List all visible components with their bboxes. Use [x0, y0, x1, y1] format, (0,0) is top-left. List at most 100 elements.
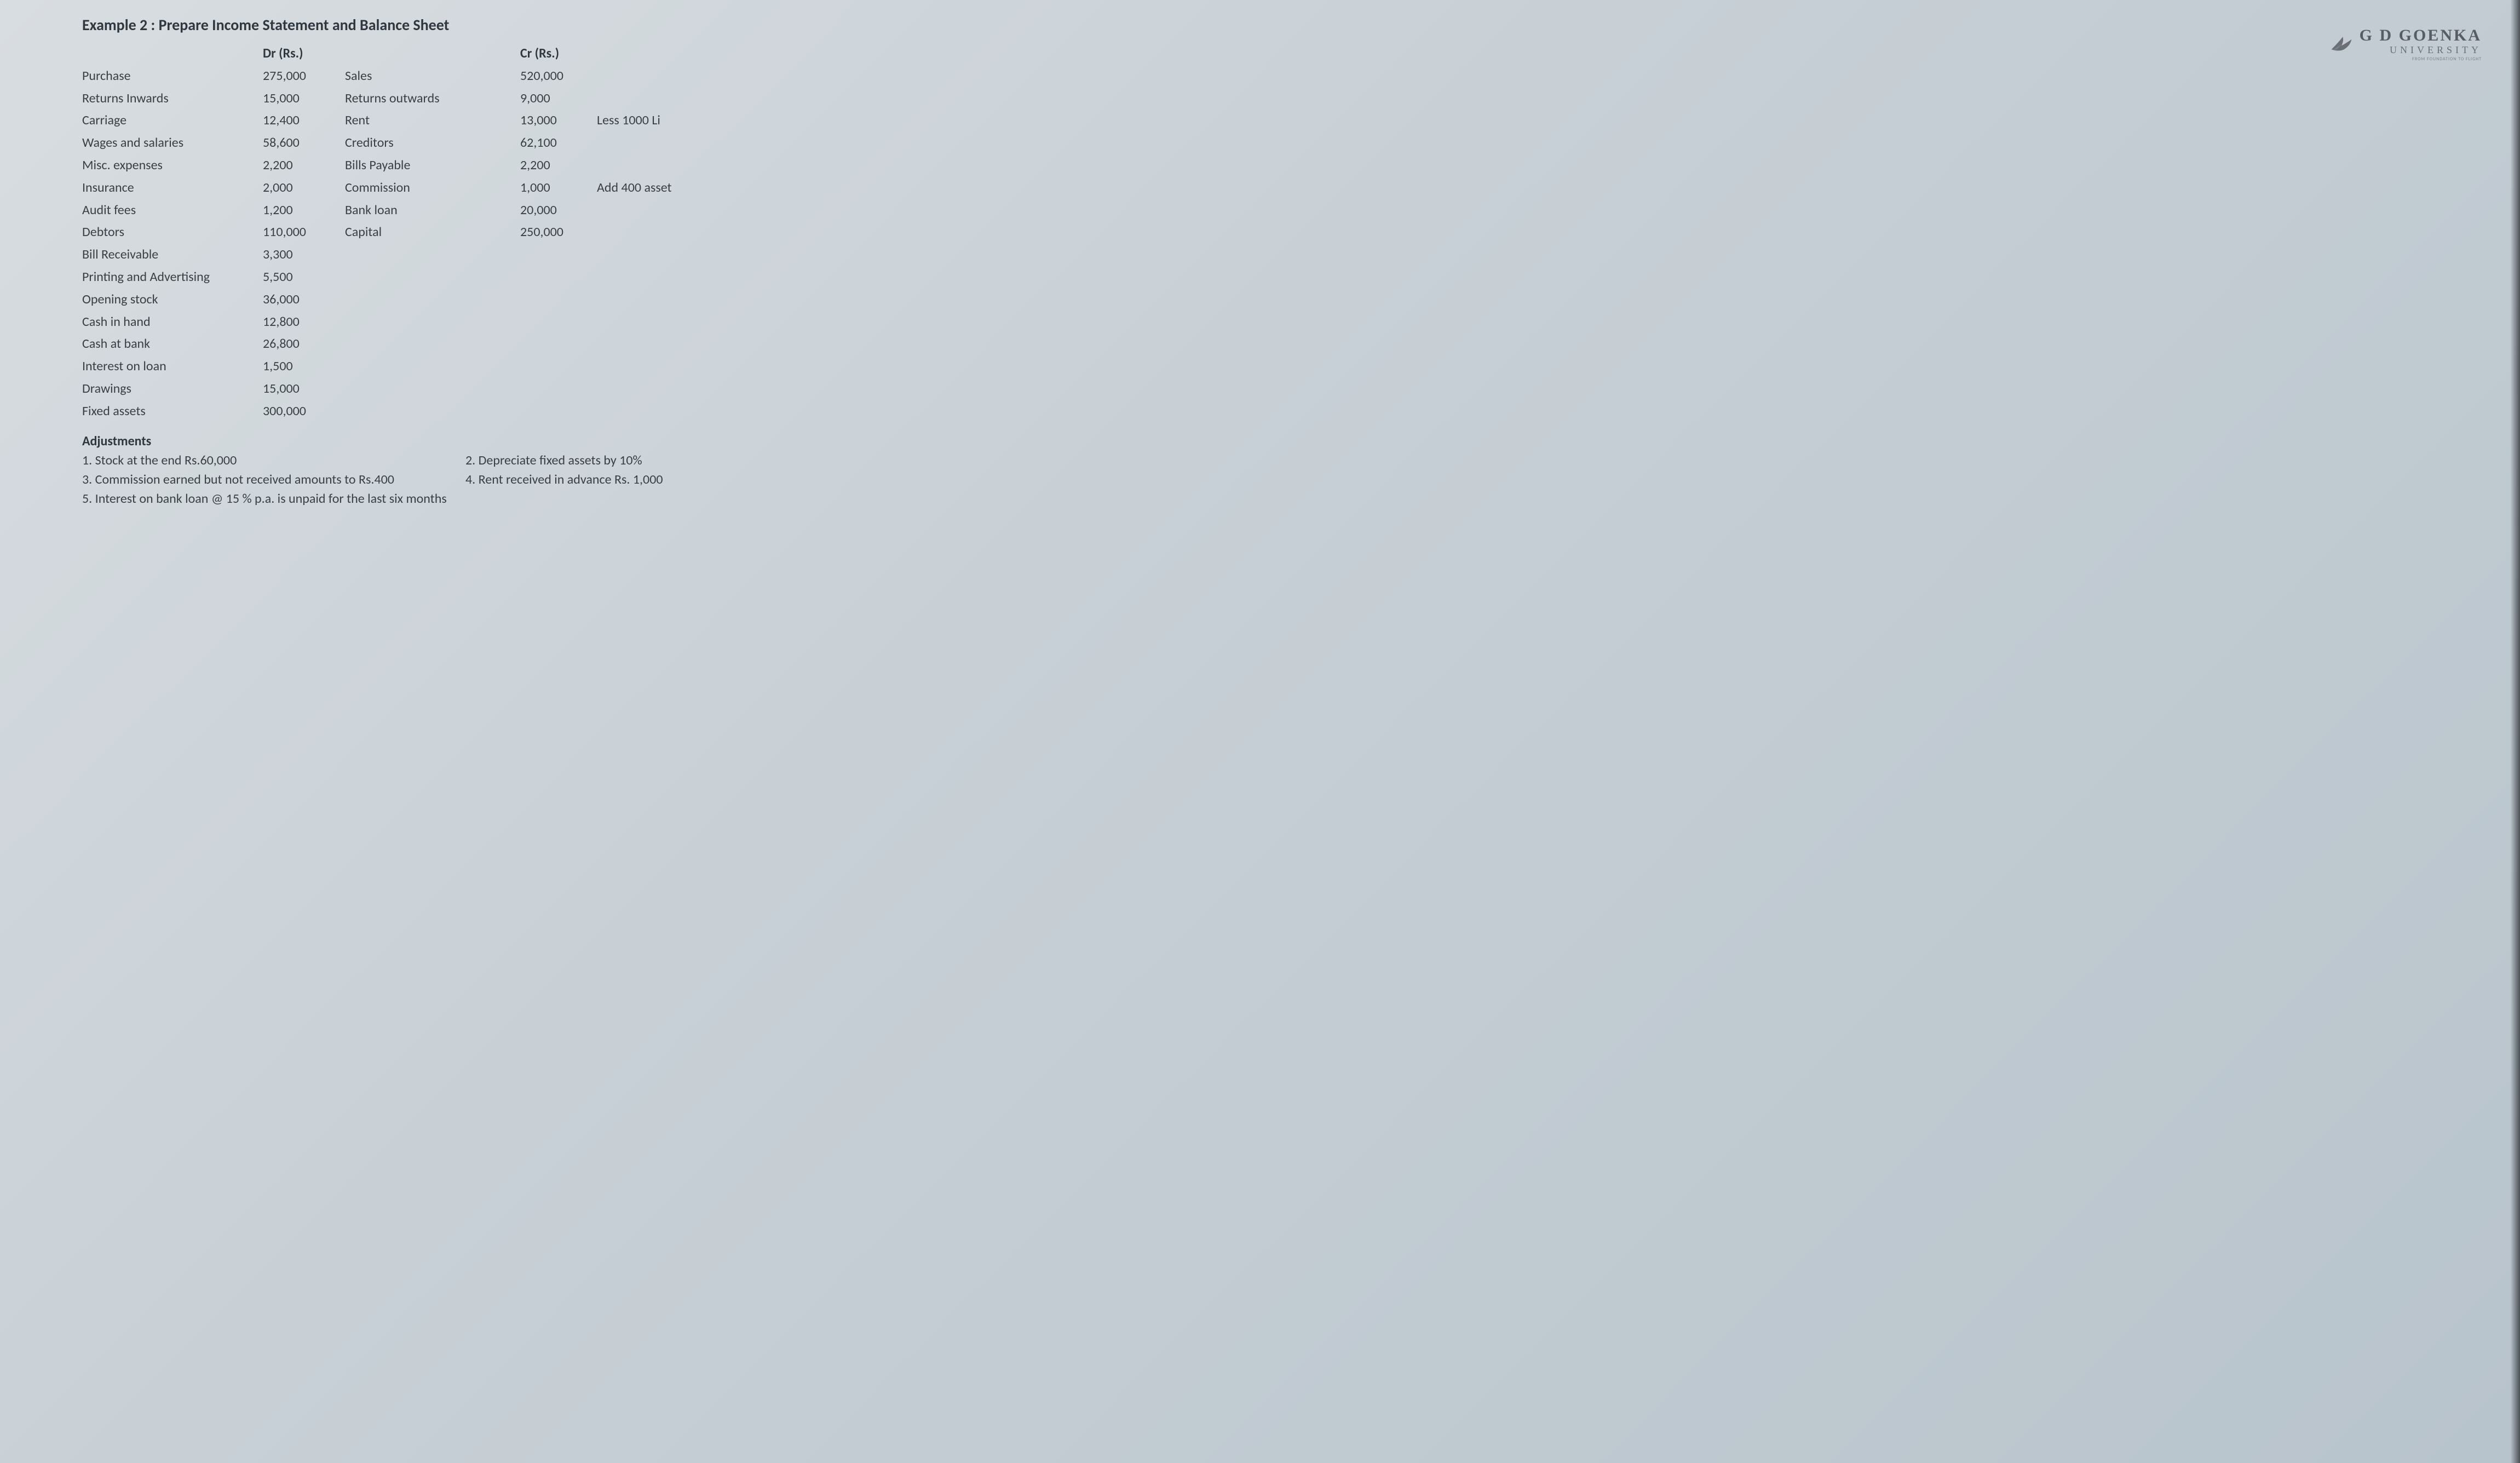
projector-edge	[2510, 0, 2520, 1463]
table-row-note	[597, 402, 728, 421]
table-row-dr_val: 2,200	[263, 156, 340, 175]
table-row-dr_val: 5,500	[263, 268, 340, 287]
table-row-note	[597, 223, 728, 242]
table-row-cr_val: 1,000	[520, 179, 591, 198]
table-row-dr_val: 12,400	[263, 111, 340, 130]
table-row-note	[597, 380, 728, 399]
table-row-cr_val: 20,000	[520, 201, 591, 220]
table-row-dr_val: 1,500	[263, 357, 340, 376]
trial-balance-table: Dr (Rs.) Cr (Rs.) Purchase 275,000 Sales 52…	[82, 44, 2471, 421]
table-row-note	[597, 201, 728, 220]
table-row-cr_val	[520, 313, 591, 332]
table-row-dr_label: Opening stock	[82, 290, 257, 309]
table-row-dr_label: Debtors	[82, 223, 257, 242]
table-row-dr_label: Carriage	[82, 111, 257, 130]
table-row-cr_label: Rent	[345, 111, 515, 130]
table-row-cr_val: 250,000	[520, 223, 591, 242]
table-row-dr_label: Returns Inwards	[82, 89, 257, 108]
table-row-cr_label	[345, 402, 515, 421]
logo-sub: UNIVERSITY	[2360, 45, 2482, 55]
table-row-dr_val: 275,000	[263, 67, 340, 86]
table-row-dr_label: Cash in hand	[82, 313, 257, 332]
adjustment-right	[465, 491, 2471, 507]
table-row-cr_label: Bills Payable	[345, 156, 515, 175]
table-row-dr_label: Purchase	[82, 67, 257, 86]
table-row-note	[597, 89, 728, 108]
table-row-dr_val: 15,000	[263, 380, 340, 399]
table-row-dr_label: Drawings	[82, 380, 257, 399]
table-row-note	[597, 245, 728, 265]
table-row-dr_val: 15,000	[263, 89, 340, 108]
slide: G D GOENKA UNIVERSITY FROM FOUNDATION TO…	[0, 0, 2520, 1463]
table-row-dr_label: Fixed assets	[82, 402, 257, 421]
table-row-cr_label	[345, 357, 515, 376]
table-row-cr_val	[520, 402, 591, 421]
table-row-cr_val: 13,000	[520, 111, 591, 130]
table-row-cr_val	[520, 290, 591, 309]
table-row-dr_label: Cash at bank	[82, 335, 257, 354]
table-row-dr_val: 300,000	[263, 402, 340, 421]
table-row-cr_val	[520, 245, 591, 265]
table-row-dr_val: 12,800	[263, 313, 340, 332]
table-row-cr_label: Sales	[345, 67, 515, 86]
table-row-cr_val: 520,000	[520, 67, 591, 86]
table-row-cr_val	[520, 268, 591, 287]
adjustments-list: 1. Stock at the end Rs.60,0002. Deprecia…	[82, 452, 2471, 507]
table-row-dr_label: Wages and salaries	[82, 134, 257, 153]
table-row-cr_label: Bank loan	[345, 201, 515, 220]
adjustment-left: 3. Commission earned but not received am…	[82, 472, 465, 487]
table-row-cr_label	[345, 313, 515, 332]
table-row-note	[597, 134, 728, 153]
table-row-note	[597, 268, 728, 287]
logo-main: G D GOENKA	[2360, 27, 2482, 44]
table-row-cr_label: Returns outwards	[345, 89, 515, 108]
table-row-note	[597, 357, 728, 376]
table-row-note: Add 400 asset	[597, 179, 728, 198]
table-row-dr_val: 3,300	[263, 245, 340, 265]
table-row-cr_label	[345, 245, 515, 265]
table-row-cr_label	[345, 290, 515, 309]
table-row-dr_val: 26,800	[263, 335, 340, 354]
table-row-cr_label: Capital	[345, 223, 515, 242]
page-title: Example 2 : Prepare Income Statement and…	[82, 15, 2471, 35]
table-row-note	[597, 290, 728, 309]
adjustment-right: 2. Depreciate fixed assets by 10%	[465, 452, 2471, 468]
adjustments-header: Adjustments	[82, 433, 2471, 449]
table-row-dr_val: 58,600	[263, 134, 340, 153]
table-row-cr_label: Creditors	[345, 134, 515, 153]
table-row-dr_label: Audit fees	[82, 201, 257, 220]
table-row-note	[597, 67, 728, 86]
logo-tag: FROM FOUNDATION TO FLIGHT	[2360, 57, 2482, 61]
table-row-cr_val: 2,200	[520, 156, 591, 175]
table-row-cr_label	[345, 335, 515, 354]
table-row-cr_label: Commission	[345, 179, 515, 198]
table-row-cr_val	[520, 380, 591, 399]
table-row-dr_val: 36,000	[263, 290, 340, 309]
adjustment-left: 1. Stock at the end Rs.60,000	[82, 452, 465, 468]
table-row-cr_val: 9,000	[520, 89, 591, 108]
logo-text: G D GOENKA UNIVERSITY FROM FOUNDATION TO…	[2360, 27, 2482, 61]
university-logo: G D GOENKA UNIVERSITY FROM FOUNDATION TO…	[2329, 27, 2482, 61]
table-row-dr_label: Insurance	[82, 179, 257, 198]
table-row-note	[597, 313, 728, 332]
table-row-dr_label: Misc. expenses	[82, 156, 257, 175]
table-row-dr_val: 110,000	[263, 223, 340, 242]
table-row-cr_label	[345, 380, 515, 399]
table-row-cr_val	[520, 357, 591, 376]
table-row-dr_label: Printing and Advertising	[82, 268, 257, 287]
table-row-dr_label: Bill Receivable	[82, 245, 257, 265]
table-row-dr_val: 1,200	[263, 201, 340, 220]
table-row-note	[597, 156, 728, 175]
table-row-dr_label: Interest on loan	[82, 357, 257, 376]
table-row-cr_label	[345, 268, 515, 287]
table-row-cr_val: 62,100	[520, 134, 591, 153]
table-row-note	[597, 335, 728, 354]
header-cr: Cr (Rs.)	[520, 44, 591, 64]
table-row-dr_val: 2,000	[263, 179, 340, 198]
header-dr: Dr (Rs.)	[263, 44, 340, 64]
adjustment-right: 4. Rent received in advance Rs. 1,000	[465, 472, 2471, 487]
bird-icon	[2329, 32, 2354, 57]
adjustment-left: 5. Interest on bank loan @ 15 % p.a. is …	[82, 491, 465, 507]
table-row-note: Less 1000 Li	[597, 111, 728, 130]
table-row-cr_val	[520, 335, 591, 354]
